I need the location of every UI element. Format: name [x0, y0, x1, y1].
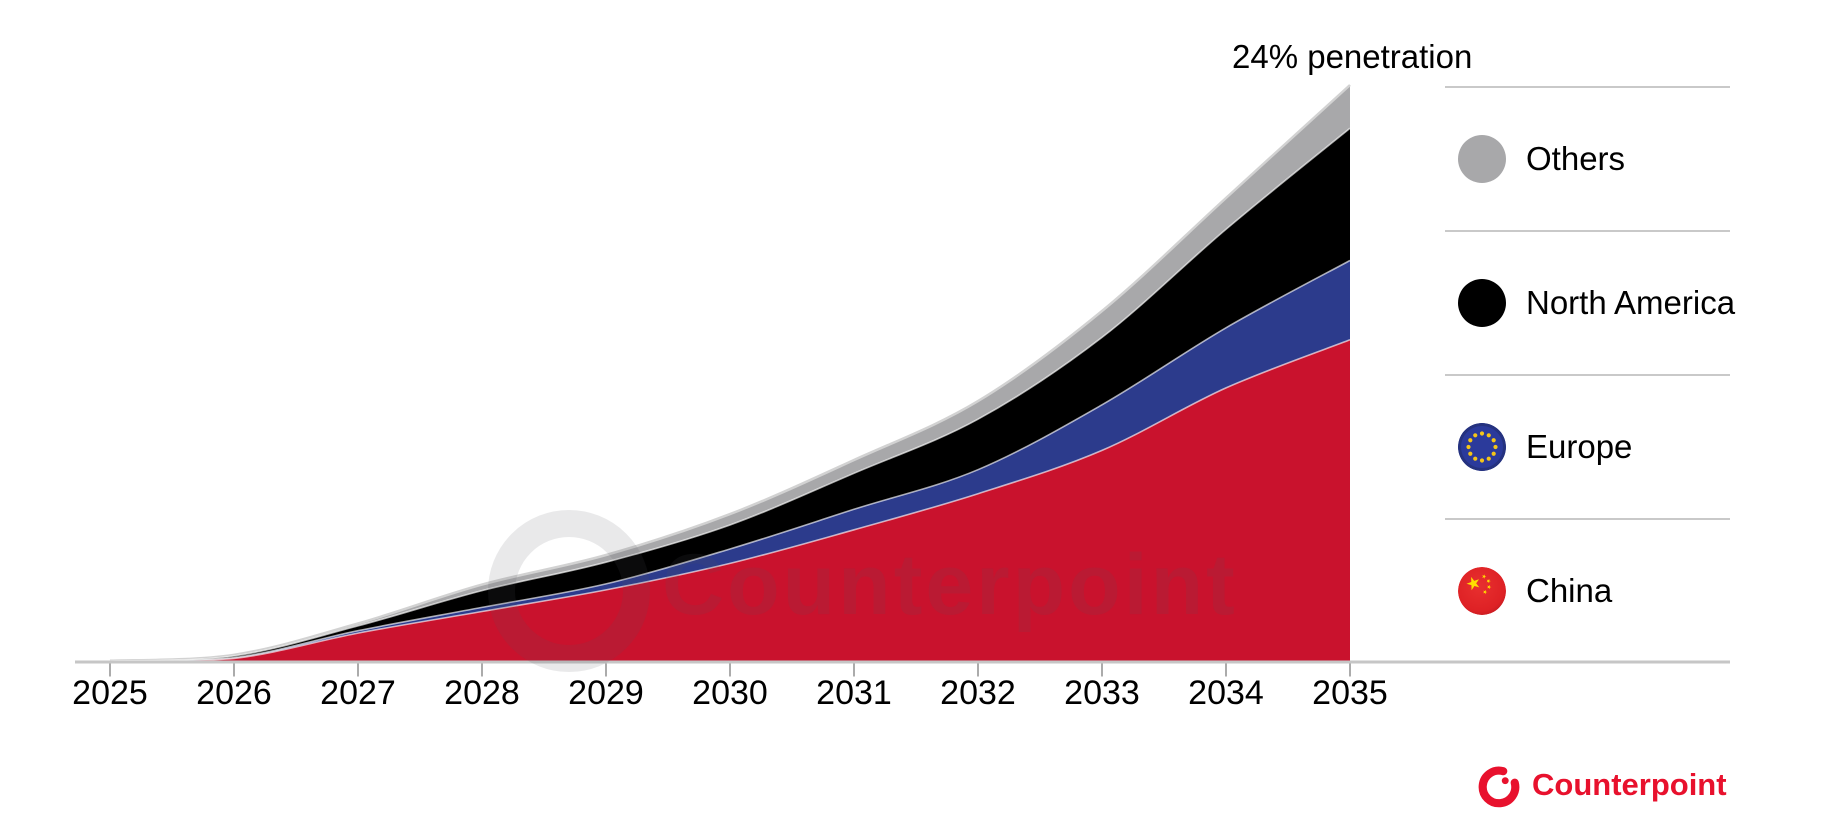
legend-item-others: Others: [1445, 88, 1730, 230]
area-edge: [109, 127, 1351, 662]
north-america-circle-icon: [1458, 279, 1506, 327]
x-axis-tick-label: 2035: [1312, 674, 1388, 712]
peak-annotation: 24% penetration: [1232, 38, 1473, 75]
legend-item-europe: Europe: [1445, 376, 1730, 518]
china-flag-icon: [1458, 567, 1506, 615]
x-axis-tick-labels: 2025 2026 2027 2028 2029 2030 2031 2032 2033 2034…: [72, 674, 1388, 712]
counterpoint-c-icon: [1478, 766, 1520, 808]
x-axis-tick-label: 2026: [196, 674, 272, 712]
area-china: [110, 339, 1350, 662]
chart-areas: [109, 84, 1351, 663]
brand-logo-text: Counterpoint: [1532, 767, 1727, 802]
legend-label: Others: [1526, 140, 1626, 177]
legend-item-north-america: North America: [1445, 232, 1735, 374]
eu-flag-icon: [1458, 423, 1506, 471]
legend-divider: [1445, 86, 1730, 88]
legend-divider: [1445, 230, 1730, 232]
x-axis-tick-label: 2027: [320, 674, 396, 712]
x-axis-tick-label: 2033: [1064, 674, 1140, 712]
x-axis-tick-label: 2025: [72, 674, 148, 712]
legend-label: North America: [1526, 284, 1736, 321]
x-axis-tick-label: 2031: [816, 674, 892, 712]
x-axis-tick-label: 2032: [940, 674, 1016, 712]
x-axis-tick-label: 2030: [692, 674, 768, 712]
legend-label: Europe: [1526, 428, 1633, 465]
brand-logo: Counterpoint: [1476, 762, 1727, 808]
legend-item-china: China: [1445, 520, 1730, 662]
others-circle-icon: [1458, 135, 1506, 183]
x-axis-tick-label: 2034: [1188, 674, 1264, 712]
legend-label: China: [1526, 572, 1613, 609]
legend: Others North America Europe: [1445, 86, 1735, 662]
x-axis-tick-label: 2029: [568, 674, 644, 712]
area-edge: [109, 339, 1351, 663]
legend-divider: [1445, 374, 1730, 376]
legend-divider: [1445, 518, 1730, 520]
x-axis-tick-label: 2028: [444, 674, 520, 712]
area-edge: [109, 84, 1351, 663]
x-axis: [75, 660, 1730, 677]
area-edge: [109, 259, 1351, 663]
